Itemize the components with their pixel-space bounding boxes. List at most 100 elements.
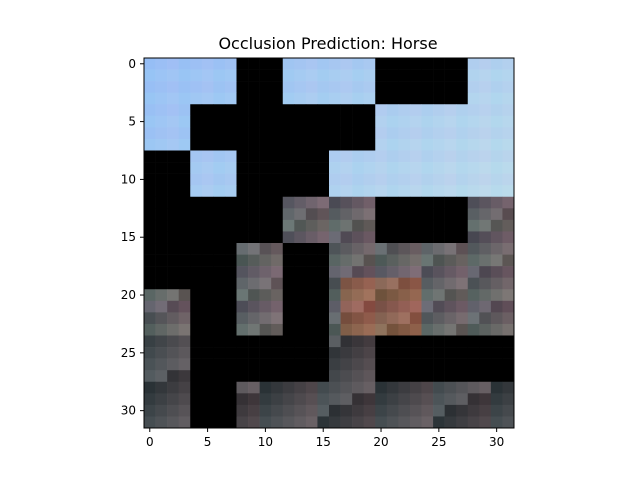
image-pixel <box>271 335 284 348</box>
image-pixel <box>294 150 307 163</box>
image-pixel <box>305 347 318 359</box>
image-pixel <box>467 381 480 394</box>
image-pixel <box>155 231 168 244</box>
image-pixel <box>178 289 191 302</box>
image-pixel <box>271 312 284 325</box>
image-pixel <box>329 416 341 429</box>
image-pixel <box>386 277 399 290</box>
image-pixel <box>340 323 353 336</box>
image-pixel <box>456 243 469 255</box>
image-pixel <box>386 208 399 221</box>
image-pixel <box>305 335 318 348</box>
image-pixel <box>305 254 318 267</box>
image-pixel <box>502 196 515 209</box>
image-pixel <box>375 92 388 105</box>
image-pixel <box>398 162 411 174</box>
image-pixel <box>201 69 214 82</box>
image-pixel <box>421 231 434 244</box>
image-pixel <box>409 393 422 406</box>
image-pixel <box>421 312 434 325</box>
image-pixel <box>409 312 422 325</box>
image-pixel <box>340 196 353 209</box>
image-pixel <box>433 266 445 278</box>
image-pixel <box>155 404 168 417</box>
image-pixel <box>386 300 399 313</box>
image-pixel <box>444 92 457 105</box>
image-pixel <box>421 289 434 302</box>
image-pixel <box>433 162 445 174</box>
image-pixel <box>294 323 307 336</box>
image-pixel <box>363 92 376 105</box>
image-pixel <box>363 323 376 336</box>
image-pixel <box>190 219 203 232</box>
image-pixel <box>363 196 376 209</box>
image-pixel <box>363 173 376 186</box>
image-pixel <box>190 416 203 429</box>
image-pixel <box>317 404 330 417</box>
image-pixel <box>167 196 179 209</box>
image-pixel <box>329 104 341 117</box>
image-pixel <box>248 277 260 290</box>
image-pixel <box>178 335 191 348</box>
image-pixel <box>479 162 492 174</box>
image-pixel <box>144 92 156 105</box>
image-pixel <box>444 370 457 383</box>
image-pixel <box>502 254 515 267</box>
image-pixel <box>375 185 388 198</box>
image-pixel <box>144 58 156 70</box>
image-pixel <box>305 358 318 371</box>
image-pixel <box>352 300 364 313</box>
image-pixel <box>456 393 469 406</box>
image-pixel <box>155 347 168 359</box>
image-pixel <box>294 138 307 151</box>
image-pixel <box>259 393 272 406</box>
image-pixel <box>386 127 399 140</box>
image-pixel <box>340 277 353 290</box>
image-pixel <box>190 358 203 371</box>
image-pixel <box>213 404 226 417</box>
image-pixel <box>224 185 237 198</box>
image-pixel <box>317 312 330 325</box>
image-pixel <box>167 381 179 394</box>
image-pixel <box>178 416 191 429</box>
image-pixel <box>167 127 179 140</box>
image-pixel <box>479 404 492 417</box>
image-pixel <box>352 404 364 417</box>
image-pixel <box>502 381 515 394</box>
image-pixel <box>282 277 295 290</box>
image-pixel <box>490 277 503 290</box>
image-pixel <box>178 300 191 313</box>
image-pixel <box>259 277 272 290</box>
image-pixel <box>386 196 399 209</box>
image-pixel <box>213 58 226 70</box>
image-pixel <box>502 277 515 290</box>
image-pixel <box>363 243 376 255</box>
image-pixel <box>178 266 191 278</box>
image-pixel <box>467 254 480 267</box>
image-pixel <box>409 243 422 255</box>
image-pixel <box>155 127 168 140</box>
image-pixel <box>502 358 515 371</box>
image-pixel <box>386 335 399 348</box>
image-pixel <box>224 347 237 359</box>
image-pixel <box>479 335 492 348</box>
image-pixel <box>398 323 411 336</box>
image-pixel <box>329 266 341 278</box>
image-pixel <box>144 381 156 394</box>
image-pixel <box>352 127 364 140</box>
image-pixel <box>363 277 376 290</box>
image-pixel <box>433 58 445 70</box>
image-pixel <box>236 358 249 371</box>
image-pixel <box>421 173 434 186</box>
image-pixel <box>444 81 457 93</box>
image-pixel <box>259 58 272 70</box>
image-pixel <box>144 277 156 290</box>
image-pixel <box>213 289 226 302</box>
image-pixel <box>271 208 284 221</box>
image-pixel <box>282 254 295 267</box>
image-pixel <box>444 208 457 221</box>
image-pixel <box>236 150 249 163</box>
image-pixel <box>167 243 179 255</box>
image-pixel <box>190 69 203 82</box>
image-pixel <box>479 300 492 313</box>
